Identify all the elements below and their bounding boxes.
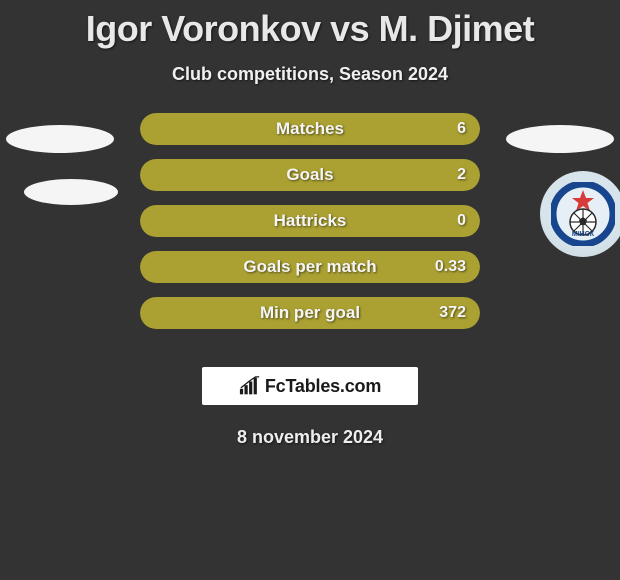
stat-value-right: 0.33: [435, 258, 466, 276]
stat-row: Hattricks 0: [140, 205, 480, 237]
stat-label: Matches: [276, 119, 344, 139]
subtitle: Club competitions, Season 2024: [0, 64, 620, 85]
stat-label: Min per goal: [260, 303, 360, 323]
stat-value-right: 0: [457, 212, 466, 230]
player-left-photo-placeholder-1: [6, 125, 114, 153]
stat-value-right: 2: [457, 166, 466, 184]
stat-row: Min per goal 372: [140, 297, 480, 329]
player-left-photo-placeholder-2: [24, 179, 118, 205]
club-badge-svg: МІНСК: [551, 182, 615, 246]
brand-bars-icon: [239, 376, 261, 396]
stat-value-right: 372: [439, 304, 466, 322]
stat-label: Goals: [286, 165, 333, 185]
stats-area: МІНСК Matches 6 Goals 2 Hattricks 0 Goals per …: [0, 113, 620, 353]
stat-value-right: 6: [457, 120, 466, 138]
stat-row: Goals 2: [140, 159, 480, 191]
brand-box[interactable]: FcTables.com: [202, 367, 418, 405]
badge-text: МІНСК: [572, 231, 595, 238]
brand-text: FcTables.com: [265, 376, 381, 397]
page-title: Igor Voronkov vs M. Djimet: [0, 0, 620, 50]
stat-row: Goals per match 0.33: [140, 251, 480, 283]
stat-bars: Matches 6 Goals 2 Hattricks 0 Goals per match 0…: [140, 113, 480, 343]
stat-row: Matches 6: [140, 113, 480, 145]
club-badge: МІНСК: [540, 171, 620, 257]
player-right-photo-placeholder: [506, 125, 614, 153]
stat-label: Goals per match: [243, 257, 376, 277]
stat-label: Hattricks: [274, 211, 347, 231]
date-line: 8 november 2024: [0, 427, 620, 448]
